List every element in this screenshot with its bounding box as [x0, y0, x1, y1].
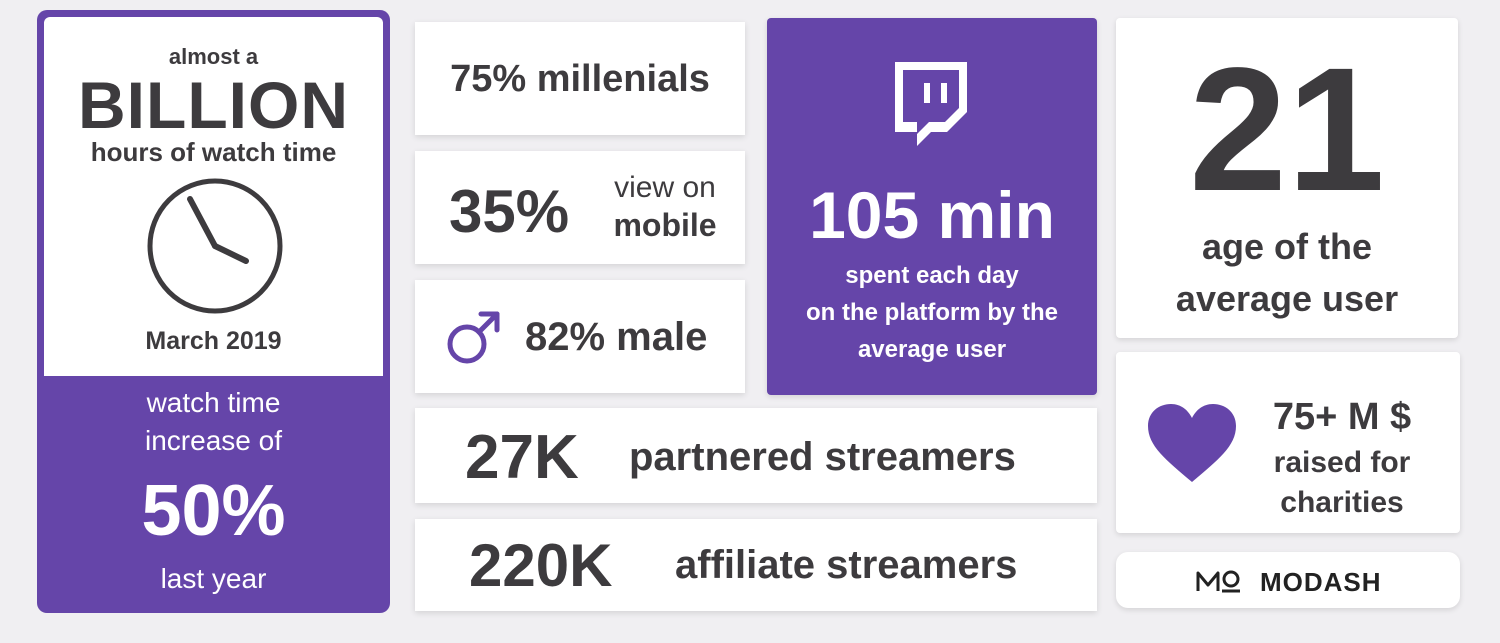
age-value: 21	[1189, 32, 1385, 228]
minutes-line3: average user	[857, 336, 1007, 363]
age-card: 21 age of the average user	[1116, 18, 1458, 338]
increase-line1: watch time	[146, 387, 281, 418]
twitch-logo-icon	[895, 62, 967, 146]
affiliate-label: affiliate streamers	[675, 543, 1018, 587]
billion-text: BILLION	[78, 68, 349, 142]
partnered-label: partnered streamers	[629, 435, 1016, 479]
increase-value: 50%	[141, 471, 286, 551]
hours-text: hours of watch time	[90, 137, 337, 167]
charity-line2: raised for	[1273, 446, 1411, 479]
mobile-line1: view on	[614, 171, 716, 204]
mobile-card: 35% view on mobile	[415, 151, 745, 264]
brand-name: MODASH	[1260, 567, 1382, 597]
minutes-value: 105 min	[809, 178, 1055, 252]
age-line1: age of the	[1201, 226, 1372, 267]
clock-icon	[147, 178, 283, 314]
charity-card: 75+ M $ raised for charities	[1116, 352, 1460, 533]
date-text: March 2019	[145, 327, 282, 355]
millenials-card: 75% millenials	[415, 22, 745, 135]
affiliate-value: 220K	[469, 532, 613, 599]
watch-time-top-panel: almost a BILLION hours of watch time Mar…	[44, 17, 383, 376]
partnered-card: 27K partnered streamers	[415, 408, 1097, 503]
increase-line3: last year	[160, 563, 267, 594]
mobile-line2: mobile	[613, 207, 717, 243]
heart-icon	[1148, 404, 1236, 482]
watch-time-card: almost a BILLION hours of watch time Mar…	[37, 10, 390, 613]
affiliate-card: 220K affiliate streamers	[415, 519, 1097, 611]
increase-line2: increase of	[145, 425, 282, 456]
charity-line1: 75+ M $	[1272, 396, 1412, 438]
male-text: 82% male	[525, 315, 708, 359]
brand-card: MODASH	[1116, 552, 1460, 608]
charity-line3: charities	[1280, 486, 1404, 519]
modash-logo-icon	[1196, 570, 1240, 593]
almost-a-text: almost a	[168, 44, 259, 69]
male-symbol-icon	[447, 311, 500, 364]
minutes-card: 105 min spent each day on the platform b…	[767, 18, 1097, 395]
millenials-text: 75% millenials	[450, 58, 710, 100]
male-card: 82% male	[415, 280, 745, 393]
minutes-line1: spent each day	[845, 262, 1019, 289]
minutes-line2: on the platform by the	[806, 299, 1058, 326]
partnered-value: 27K	[465, 423, 579, 492]
age-line2: average user	[1175, 278, 1399, 319]
mobile-value: 35%	[449, 178, 570, 245]
